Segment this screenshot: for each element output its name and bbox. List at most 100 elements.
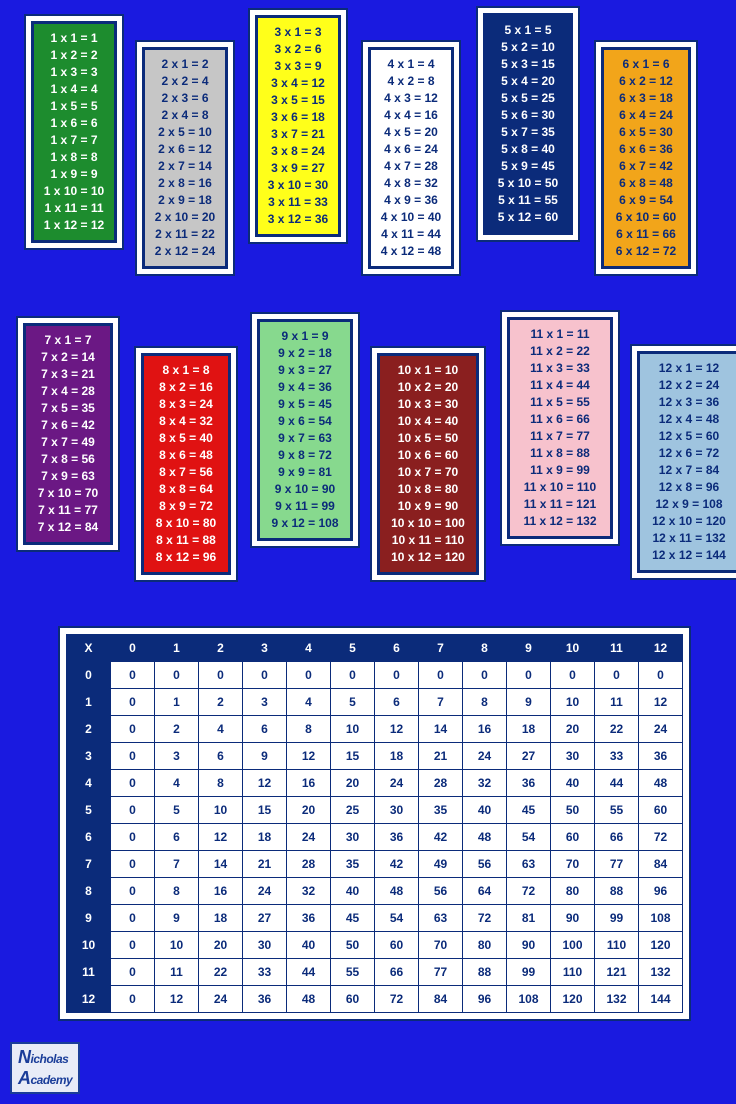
multiplication-line: 9 x 2 = 18 <box>262 345 348 362</box>
grid-cell: 90 <box>507 932 551 959</box>
grid-cell: 4 <box>287 689 331 716</box>
multiplication-line: 4 x 1 = 4 <box>373 56 449 73</box>
grid-cell: 48 <box>463 824 507 851</box>
grid-row-header: 4 <box>67 770 111 797</box>
grid-cell: 54 <box>375 905 419 932</box>
multiplication-line: 2 x 5 = 10 <box>147 124 223 141</box>
grid-cell: 0 <box>111 986 155 1013</box>
grid-cell: 12 <box>639 689 683 716</box>
multiplication-line: 6 x 8 = 48 <box>606 175 686 192</box>
multiplication-line: 5 x 9 = 45 <box>488 158 568 175</box>
multiplication-line: 10 x 11 = 110 <box>382 532 474 549</box>
grid-cell: 32 <box>463 770 507 797</box>
times-table-card-2: 2 x 1 = 22 x 2 = 42 x 3 = 62 x 4 = 82 x … <box>135 40 235 276</box>
multiplication-line: 10 x 4 = 40 <box>382 413 474 430</box>
grid-corner: X <box>67 635 111 662</box>
multiplication-line: 8 x 4 = 32 <box>146 413 226 430</box>
grid-row-header: 5 <box>67 797 111 824</box>
times-table-card-10: 10 x 1 = 1010 x 2 = 2010 x 3 = 3010 x 4 … <box>370 346 486 582</box>
grid-cell: 9 <box>155 905 199 932</box>
grid-cell: 42 <box>375 851 419 878</box>
grid-row-header: 10 <box>67 932 111 959</box>
multiplication-line: 7 x 5 = 35 <box>28 400 108 417</box>
grid-cell: 0 <box>111 851 155 878</box>
grid-cell: 16 <box>199 878 243 905</box>
grid-cell: 40 <box>463 797 507 824</box>
grid-cell: 3 <box>155 743 199 770</box>
grid-cell: 72 <box>375 986 419 1013</box>
multiplication-line: 11 x 1 = 11 <box>512 326 608 343</box>
grid-col-header: 9 <box>507 635 551 662</box>
multiplication-line: 6 x 3 = 18 <box>606 90 686 107</box>
grid-cell: 48 <box>375 878 419 905</box>
grid-cell: 33 <box>595 743 639 770</box>
grid-cell: 88 <box>595 878 639 905</box>
multiplication-line: 1 x 7 = 7 <box>36 132 112 149</box>
grid-cell: 56 <box>419 878 463 905</box>
grid-cell: 36 <box>639 743 683 770</box>
multiplication-line: 3 x 3 = 9 <box>260 58 336 75</box>
card-inner: 1 x 1 = 11 x 2 = 21 x 3 = 31 x 4 = 41 x … <box>31 21 117 243</box>
grid-cell: 48 <box>639 770 683 797</box>
grid-cell: 2 <box>199 689 243 716</box>
multiplication-line: 11 x 2 = 22 <box>512 343 608 360</box>
grid-cell: 0 <box>111 824 155 851</box>
grid-cell: 24 <box>463 743 507 770</box>
multiplication-line: 3 x 11 = 33 <box>260 194 336 211</box>
grid-cell: 1 <box>155 689 199 716</box>
card-inner: 2 x 1 = 22 x 2 = 42 x 3 = 62 x 4 = 82 x … <box>142 47 228 269</box>
multiplication-line: 7 x 3 = 21 <box>28 366 108 383</box>
multiplication-line: 5 x 2 = 10 <box>488 39 568 56</box>
grid-cell: 18 <box>199 905 243 932</box>
multiplication-line: 3 x 10 = 30 <box>260 177 336 194</box>
multiplication-line: 10 x 8 = 80 <box>382 481 474 498</box>
grid-cell: 28 <box>419 770 463 797</box>
grid-cell: 60 <box>331 986 375 1013</box>
grid-cell: 10 <box>155 932 199 959</box>
grid-cell: 96 <box>639 878 683 905</box>
grid-col-header: 10 <box>551 635 595 662</box>
grid-cell: 18 <box>375 743 419 770</box>
grid-cell: 22 <box>595 716 639 743</box>
grid-cell: 132 <box>595 986 639 1013</box>
grid-cell: 27 <box>507 743 551 770</box>
multiplication-line: 4 x 4 = 16 <box>373 107 449 124</box>
grid-cell: 20 <box>199 932 243 959</box>
grid-cell: 10 <box>199 797 243 824</box>
grid-cell: 0 <box>111 797 155 824</box>
grid-cell: 121 <box>595 959 639 986</box>
multiplication-line: 6 x 11 = 66 <box>606 226 686 243</box>
grid-cell: 0 <box>111 959 155 986</box>
grid-cell: 0 <box>111 878 155 905</box>
grid-cell: 90 <box>551 905 595 932</box>
grid-cell: 4 <box>155 770 199 797</box>
multiplication-line: 9 x 7 = 63 <box>262 430 348 447</box>
logo-letter-a: A <box>18 1068 31 1088</box>
grid-cell: 72 <box>639 824 683 851</box>
multiplication-line: 1 x 3 = 3 <box>36 64 112 81</box>
times-table-card-12: 12 x 1 = 1212 x 2 = 2412 x 3 = 3612 x 4 … <box>630 344 736 580</box>
grid-cell: 18 <box>243 824 287 851</box>
logo-nicholas-academy: Nicholas Academy <box>10 1042 80 1094</box>
multiplication-grid-container: X012345678910111200000000000000101234567… <box>58 626 691 1021</box>
multiplication-line: 12 x 1 = 12 <box>642 360 736 377</box>
grid-cell: 0 <box>507 662 551 689</box>
grid-cell: 66 <box>595 824 639 851</box>
card-inner: 5 x 1 = 55 x 2 = 105 x 3 = 155 x 4 = 205… <box>483 13 573 235</box>
multiplication-line: 1 x 12 = 12 <box>36 217 112 234</box>
grid-cell: 0 <box>375 662 419 689</box>
grid-cell: 63 <box>507 851 551 878</box>
grid-cell: 56 <box>463 851 507 878</box>
grid-cell: 0 <box>111 662 155 689</box>
grid-row-header: 6 <box>67 824 111 851</box>
grid-cell: 15 <box>331 743 375 770</box>
multiplication-line: 3 x 4 = 12 <box>260 75 336 92</box>
grid-cell: 70 <box>551 851 595 878</box>
multiplication-line: 8 x 6 = 48 <box>146 447 226 464</box>
times-table-card-8: 8 x 1 = 88 x 2 = 168 x 3 = 248 x 4 = 328… <box>134 346 238 582</box>
grid-cell: 66 <box>375 959 419 986</box>
multiplication-line: 12 x 4 = 48 <box>642 411 736 428</box>
multiplication-line: 1 x 6 = 6 <box>36 115 112 132</box>
multiplication-line: 11 x 12 = 132 <box>512 513 608 530</box>
grid-cell: 0 <box>111 689 155 716</box>
